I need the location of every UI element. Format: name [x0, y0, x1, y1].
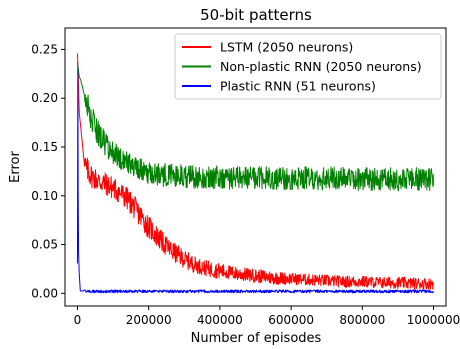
y-tick-label: 0.05: [31, 238, 58, 252]
x-tick-label: 800000: [339, 313, 385, 327]
y-tick-label: 0.10: [31, 189, 58, 203]
series-line-2: [76, 65, 434, 294]
x-axis-ticks: 0 200000 400000 600000 800000 1000000: [74, 306, 460, 327]
legend-box: [174, 33, 442, 100]
x-tick-label: 600000: [268, 313, 314, 327]
legend-label-1: Non-plastic RNN (2050 neurons): [220, 59, 422, 74]
chart-title: 50-bit patterns: [200, 6, 312, 24]
legend: LSTM (2050 neurons) Non-plastic RNN (2050…: [174, 33, 442, 100]
x-tick-label: 1000000: [407, 313, 460, 327]
y-tick-label: 0.15: [31, 140, 58, 154]
plot-frame: [64, 27, 447, 307]
y-tick-label: 0.20: [31, 91, 58, 105]
legend-label-0: LSTM (2050 neurons): [220, 40, 353, 55]
x-axis-label: Number of episodes: [191, 331, 322, 345]
y-axis-ticks: 0.00 0.05 0.10 0.15 0.20 0.25: [31, 42, 65, 300]
x-tick-label: 400000: [197, 313, 243, 327]
legend-label-2: Plastic RNN (51 neurons): [220, 79, 376, 94]
series-layer: [76, 53, 435, 294]
series-line-0: [76, 53, 435, 290]
series-line-1: [76, 61, 435, 192]
y-tick-label: 0.00: [31, 286, 58, 300]
x-tick-label: 0: [74, 313, 82, 327]
y-tick-label: 0.25: [31, 42, 58, 56]
legend-entries: LSTM (2050 neurons) Non-plastic RNN (2050…: [182, 40, 422, 94]
x-tick-label: 200000: [126, 313, 172, 327]
y-axis-label: Error: [8, 151, 23, 183]
